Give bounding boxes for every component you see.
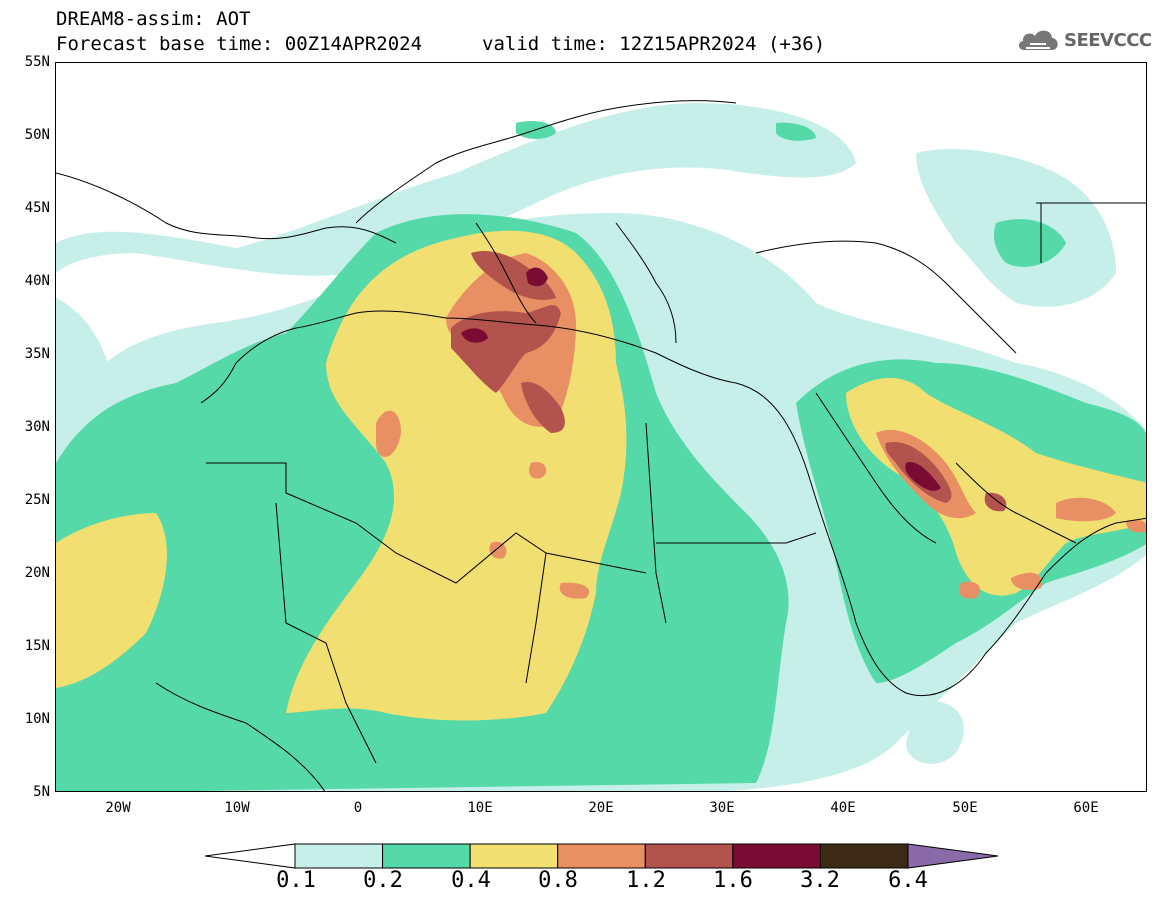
lon-label: 0 [353,800,363,816]
chart-title: DREAM8-assim: AOT [56,8,251,30]
lon-label: 40E [830,800,856,816]
colorbar-cell [644,843,734,869]
lon-label: 10E [467,800,493,816]
logo-text: SEEVCCC [1064,29,1152,51]
colorbar-label: 1.2 [626,868,666,893]
colorbar [205,843,999,869]
lat-label: 10N [24,711,50,727]
colorbar-high-arrow [907,843,999,869]
colorbar-cells [294,843,909,869]
map-area [55,62,1147,792]
colorbar-label: 0.4 [451,868,491,893]
lon-label: 20W [105,800,131,816]
colorbar-label: 0.8 [538,868,578,893]
lon-label: 20E [588,800,614,816]
lat-label: 20N [24,565,50,581]
lon-label: 60E [1073,800,1099,816]
colorbar-cell [557,843,646,869]
valid-time: valid time: 12Z15APR2024 (+36) [482,33,826,55]
cloud-icon [1018,30,1058,50]
lat-label: 55N [24,54,50,70]
colorbar-label: 0.1 [276,868,316,893]
aot-map [56,63,1146,791]
lat-label: 15N [24,638,50,654]
lon-label: 30E [709,800,735,816]
colorbar-cell [382,843,471,869]
colorbar-label: 0.2 [363,868,403,893]
colorbar-label: 1.6 [713,868,753,893]
lat-label: 50N [24,127,50,143]
forecast-base-time: Forecast base time: 00Z14APR2024 [56,33,423,55]
country-borders [56,100,1146,791]
seevccc-logo: SEEVCCC [1016,26,1152,54]
lon-label: 50E [952,800,978,816]
lat-label: 5N [33,784,50,800]
aot-band-1.6 [461,267,941,491]
colorbar-label: 3.2 [800,868,840,893]
colorbar-cell [469,843,559,869]
colorbar-cell [294,843,384,869]
colorbar-cell [819,843,909,869]
colorbar-label: 6.4 [888,868,928,893]
colorbar-low-arrow [205,843,296,869]
lon-label: 10W [224,800,250,816]
lat-label: 45N [24,200,50,216]
lat-label: 35N [24,346,50,362]
colorbar-cell [732,843,821,869]
lat-label: 25N [24,492,50,508]
lat-label: 40N [24,273,50,289]
lat-label: 30N [24,419,50,435]
